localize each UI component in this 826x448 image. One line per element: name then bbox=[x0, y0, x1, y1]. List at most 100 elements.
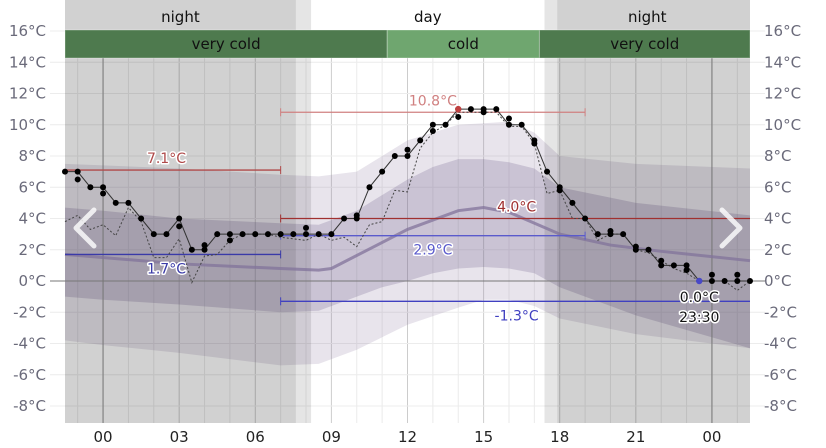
observed-point bbox=[658, 262, 665, 269]
observed-point bbox=[328, 231, 335, 238]
reference-label: -1.3°C bbox=[495, 308, 539, 324]
observed-point bbox=[341, 215, 348, 222]
x-tick-label: 09 bbox=[322, 428, 341, 446]
observed-extra-point bbox=[201, 242, 208, 249]
x-tick-label: 18 bbox=[550, 428, 569, 446]
chevron-left-icon[interactable] bbox=[73, 207, 97, 249]
observed-point bbox=[315, 231, 322, 238]
daylight-label-night: night bbox=[161, 8, 200, 26]
current-value-label: 0.0°C bbox=[680, 290, 719, 306]
observed-point bbox=[645, 246, 652, 253]
observed-point bbox=[138, 215, 145, 222]
observed-point bbox=[429, 121, 436, 128]
y-tick-label-left: 16°C bbox=[9, 22, 46, 40]
reference-label: 4.0°C bbox=[497, 200, 536, 216]
observed-extra-point bbox=[480, 109, 487, 116]
observed-point bbox=[493, 106, 500, 113]
observed-extra-point bbox=[531, 140, 538, 147]
observed-point bbox=[683, 262, 690, 269]
normal-band-outer bbox=[65, 121, 750, 366]
observed-extra-point bbox=[353, 212, 360, 219]
observed-point bbox=[417, 137, 424, 144]
observed-point bbox=[442, 121, 449, 128]
observed-extra-point bbox=[226, 237, 233, 244]
observed-point bbox=[125, 199, 132, 206]
reference-label: 2.9°C bbox=[413, 243, 452, 259]
y-tick-label-left: 2°C bbox=[18, 241, 46, 259]
y-tick-label-right: 10°C bbox=[764, 116, 801, 134]
y-tick-label-right: 4°C bbox=[764, 210, 792, 228]
chevron-right-icon[interactable] bbox=[719, 207, 743, 249]
observed-point bbox=[201, 246, 208, 253]
comfort-band bbox=[64, 29, 388, 59]
y-tick-label-left: 14°C bbox=[9, 53, 46, 71]
observed-extra-point bbox=[556, 187, 563, 194]
observed-extra-point bbox=[100, 190, 107, 197]
observed-point bbox=[290, 231, 297, 238]
y-tick-label-left: 12°C bbox=[9, 85, 46, 103]
observed-extra-point bbox=[74, 176, 81, 183]
observed-point bbox=[214, 231, 221, 238]
current-time-label: 23:30 bbox=[679, 310, 719, 326]
night-shade bbox=[65, 0, 296, 423]
y-tick-label-right: 12°C bbox=[764, 85, 801, 103]
observed-point bbox=[87, 184, 94, 191]
observed-point bbox=[594, 231, 601, 238]
observed-extra-point bbox=[708, 271, 715, 278]
y-tick-label-left: 8°C bbox=[18, 147, 46, 165]
observed-point bbox=[379, 168, 386, 175]
observed-extra-point bbox=[176, 223, 183, 230]
observed-point bbox=[100, 184, 107, 191]
y-tick-label-left: 4°C bbox=[18, 210, 46, 228]
observed-point bbox=[150, 231, 157, 238]
night-shade bbox=[557, 0, 750, 423]
x-tick-label: 00 bbox=[702, 428, 721, 446]
observed-point bbox=[404, 153, 411, 159]
y-tick-label-left: -2°C bbox=[13, 303, 46, 321]
observed-point bbox=[163, 231, 170, 238]
reference-label: 10.8°C bbox=[409, 93, 457, 109]
max-point bbox=[455, 105, 462, 113]
y-tick-label-left: -6°C bbox=[13, 366, 46, 384]
observed-point bbox=[62, 168, 68, 175]
observed-extra-point bbox=[607, 228, 614, 234]
y-tick-label-right: 2°C bbox=[764, 241, 792, 259]
observed-extra-point bbox=[303, 224, 310, 231]
observed-extra-point bbox=[632, 243, 639, 250]
y-tick-label-left: -4°C bbox=[13, 335, 46, 353]
observed-point bbox=[582, 215, 589, 222]
observed-point bbox=[252, 231, 259, 238]
y-tick-label-right: -8°C bbox=[764, 397, 797, 415]
y-tick-label-right: 6°C bbox=[764, 178, 792, 196]
observed-point bbox=[505, 121, 512, 128]
observed-point bbox=[670, 262, 677, 269]
observed-point bbox=[366, 184, 373, 191]
y-tick-label-left: 0°C bbox=[18, 272, 46, 290]
reference-label: 1.7°C bbox=[147, 261, 186, 277]
x-tick-label: 21 bbox=[626, 428, 645, 446]
observed-point bbox=[303, 231, 310, 238]
twilight-shade bbox=[544, 0, 558, 423]
observed-extra-point bbox=[658, 257, 665, 264]
y-tick-label-right: -2°C bbox=[764, 303, 797, 321]
observed-point bbox=[620, 231, 627, 238]
y-tick-label-right: 16°C bbox=[764, 22, 801, 40]
reference-label: 7.1°C bbox=[147, 151, 186, 167]
normal-band-inner bbox=[65, 159, 750, 349]
observed-point bbox=[734, 278, 741, 284]
observed-point bbox=[188, 246, 195, 253]
observed-extra-point bbox=[429, 128, 436, 134]
observed-point bbox=[74, 168, 81, 175]
observed-point bbox=[391, 153, 398, 159]
secondary-dotted-line bbox=[64, 111, 751, 291]
observed-point bbox=[569, 199, 576, 206]
observed-point bbox=[239, 231, 246, 238]
observed-point bbox=[112, 199, 119, 206]
observed-point bbox=[518, 121, 525, 128]
normal-mean-line bbox=[64, 206, 751, 272]
y-tick-label-left: 10°C bbox=[9, 116, 46, 134]
y-tick-label-left: 6°C bbox=[18, 178, 46, 196]
comfort-band bbox=[538, 29, 751, 59]
observed-extra-point bbox=[683, 267, 690, 274]
y-tick-label-right: 8°C bbox=[764, 147, 792, 165]
